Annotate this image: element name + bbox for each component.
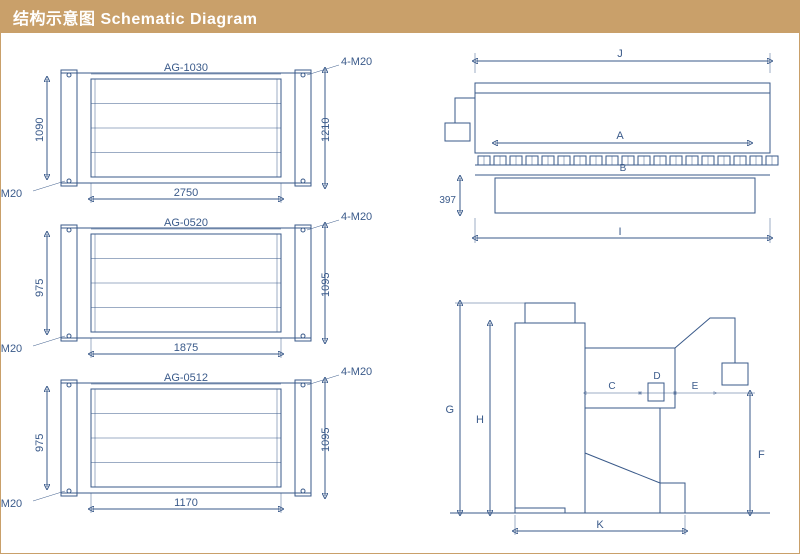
dim-width: 1875 [174, 342, 198, 354]
dim-width: 2750 [174, 187, 198, 199]
model-label: AG-0520 [164, 217, 208, 229]
header: 结构示意图 Schematic Diagram [1, 1, 799, 33]
model-label: AG-1030 [164, 62, 208, 74]
dim-e: E [692, 381, 699, 392]
bolt-bottom: 4-M20 [1, 343, 22, 355]
dim-a: A [616, 130, 624, 142]
bolt-bottom: 4-M20 [1, 498, 22, 510]
dim-left-h: 975 [34, 279, 46, 297]
left-column: AG-1030 4-M20 4-M20 2750 1090 1210 AG-0520 4-M2… [1, 33, 400, 547]
dim-k: K [596, 519, 604, 531]
dim-right-h: 1210 [320, 118, 332, 142]
dim-f: F [758, 449, 765, 461]
dim-j: J [617, 48, 623, 60]
plan-block-2: AG-0512 4-M20 4-M20 1170 975 1095 [1, 363, 401, 518]
title-en: Schematic Diagram [100, 11, 257, 28]
dim-right-h: 1095 [320, 273, 332, 297]
bolt-bottom: 4-M20 [1, 188, 22, 200]
dim-397: 397 [439, 195, 456, 206]
plan-block-0: AG-1030 4-M20 4-M20 2750 1090 1210 [1, 53, 401, 208]
dim-i: I [618, 226, 621, 238]
bolt-top: 4-M20 [341, 211, 372, 223]
dim-right-h: 1095 [320, 428, 332, 452]
dim-width: 1170 [174, 497, 198, 509]
dim-left-h: 1090 [34, 118, 46, 142]
side-elevation: G H C D E [400, 283, 800, 543]
bolt-top: 4-M20 [341, 56, 372, 68]
dim-b: B [620, 163, 627, 174]
content: AG-1030 4-M20 4-M20 2750 1090 1210 AG-0520 4-M2… [1, 33, 799, 547]
title-cn: 结构示意图 [13, 11, 96, 28]
dim-g: G [445, 404, 454, 416]
dim-left-h: 975 [34, 434, 46, 452]
plan-block-1: AG-0520 4-M20 4-M20 1875 975 1095 [1, 208, 401, 363]
model-label: AG-0512 [164, 372, 208, 384]
front-elevation: J A B [400, 43, 800, 273]
dim-d: D [653, 371, 660, 382]
bolt-top: 4-M20 [341, 366, 372, 378]
dim-h: H [476, 414, 484, 426]
schematic-container: 结构示意图 Schematic Diagram AG-1030 4-M20 4-M2… [0, 0, 800, 554]
right-column: J A B [400, 33, 799, 547]
dim-c: C [608, 381, 615, 392]
